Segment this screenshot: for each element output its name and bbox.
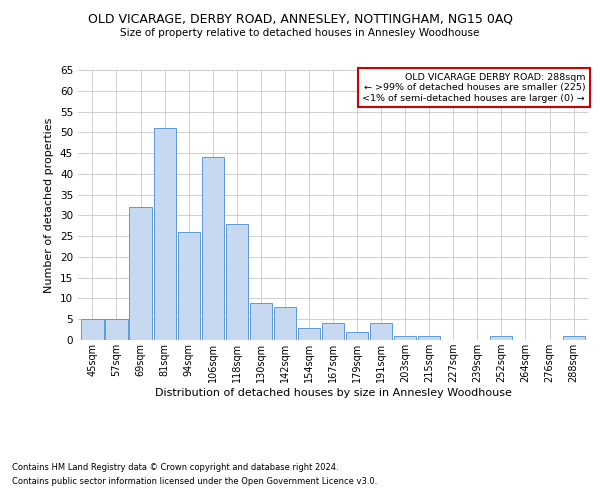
Bar bbox=[226, 224, 248, 340]
Bar bbox=[130, 207, 152, 340]
Bar bbox=[370, 324, 392, 340]
Bar bbox=[322, 324, 344, 340]
Bar bbox=[202, 157, 224, 340]
Bar bbox=[346, 332, 368, 340]
Text: OLD VICARAGE, DERBY ROAD, ANNESLEY, NOTTINGHAM, NG15 0AQ: OLD VICARAGE, DERBY ROAD, ANNESLEY, NOTT… bbox=[88, 12, 512, 26]
Text: Size of property relative to detached houses in Annesley Woodhouse: Size of property relative to detached ho… bbox=[121, 28, 479, 38]
Bar bbox=[490, 336, 512, 340]
Bar bbox=[82, 319, 104, 340]
Text: Contains HM Land Registry data © Crown copyright and database right 2024.: Contains HM Land Registry data © Crown c… bbox=[12, 464, 338, 472]
Bar bbox=[418, 336, 440, 340]
Bar bbox=[298, 328, 320, 340]
X-axis label: Distribution of detached houses by size in Annesley Woodhouse: Distribution of detached houses by size … bbox=[155, 388, 511, 398]
Bar bbox=[274, 307, 296, 340]
Bar bbox=[394, 336, 416, 340]
Text: OLD VICARAGE DERBY ROAD: 288sqm
← >99% of detached houses are smaller (225)
<1% : OLD VICARAGE DERBY ROAD: 288sqm ← >99% o… bbox=[362, 73, 585, 102]
Text: Contains public sector information licensed under the Open Government Licence v3: Contains public sector information licen… bbox=[12, 477, 377, 486]
Bar bbox=[178, 232, 200, 340]
Bar bbox=[563, 336, 584, 340]
Bar bbox=[250, 302, 272, 340]
Y-axis label: Number of detached properties: Number of detached properties bbox=[44, 118, 55, 292]
Bar bbox=[154, 128, 176, 340]
Bar bbox=[106, 319, 128, 340]
